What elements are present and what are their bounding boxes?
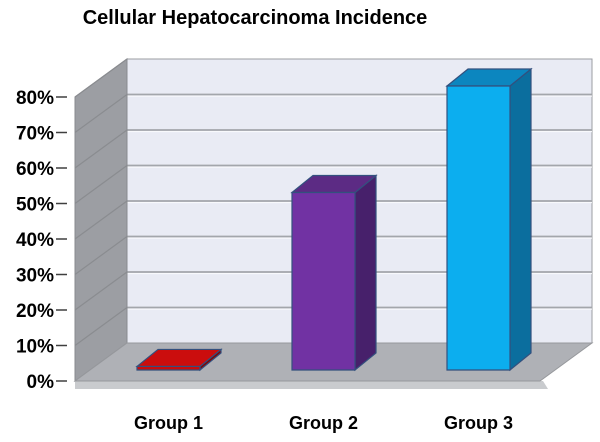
bar-front-face — [446, 85, 511, 371]
side-wall-gridline-50 — [74, 165, 128, 204]
side-wall-gridline-10 — [74, 307, 128, 346]
bar-group-2 — [290, 174, 378, 372]
bar-side-face — [354, 174, 377, 372]
y-axis-tick-label: 50% — [16, 195, 54, 216]
x-axis-category-label: Group 1 — [134, 413, 203, 433]
side-wall-gridline-60 — [74, 129, 128, 169]
y-axis-tick-label: 0% — [27, 372, 55, 393]
y-axis-tick-label: 40% — [16, 230, 54, 251]
y-axis-tick-label: 80% — [16, 88, 54, 109]
side-wall-gridline-30 — [74, 236, 128, 275]
bar-front-face — [136, 365, 201, 371]
y-axis-tick-label: 30% — [16, 266, 54, 287]
y-axis-tick-label: 20% — [16, 301, 54, 322]
chart-title: Cellular Hepatocarcinoma Incidence — [82, 7, 428, 29]
side-wall-gridline-80 — [74, 58, 128, 98]
x-axis-category-label: Group 3 — [444, 413, 513, 433]
y-axis-tick-label: 60% — [16, 159, 54, 180]
bar-side-face — [509, 67, 532, 372]
x-axis-category-label: Group 2 — [289, 413, 358, 433]
y-axis-tick-label: 70% — [16, 124, 54, 145]
y-axis-tick-label: 10% — [16, 337, 54, 358]
bar-group-1 — [135, 348, 223, 372]
bar-front-face — [291, 191, 356, 371]
side-wall-gridline-70 — [74, 94, 128, 133]
floor-front-edge — [75, 381, 548, 389]
bar-group-3 — [445, 67, 533, 372]
side-wall-gridline-20 — [74, 271, 128, 311]
side-wall-gridline-40 — [74, 200, 128, 240]
